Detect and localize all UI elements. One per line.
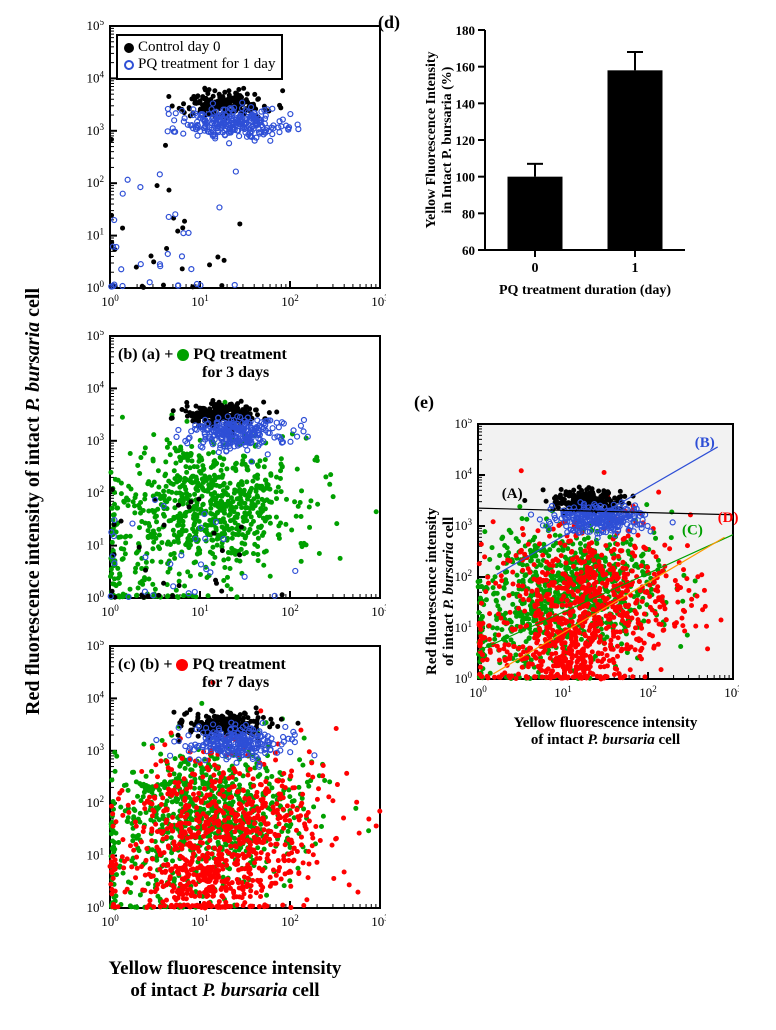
svg-text:101: 101: [191, 603, 209, 619]
svg-text:102: 102: [281, 603, 299, 619]
panel-d: 60 80 100 120 140 160 180 0 1 Yellow Fluorescence…: [420, 20, 745, 320]
left-column-xlabel-line1: Yellow fluorescence intensity: [109, 958, 342, 979]
svg-text:104: 104: [86, 689, 104, 705]
panel-b-inset: (b) (a) + PQ treatment for 3 days: [118, 346, 287, 383]
svg-text:105: 105: [454, 418, 472, 431]
svg-text:0: 0: [532, 261, 539, 276]
svg-text:100: 100: [101, 603, 119, 619]
svg-text:100: 100: [469, 684, 487, 700]
svg-text:Yellow Fluorescence Intensityi: Yellow Fluorescence Intensityin Intact P…: [424, 51, 455, 228]
legend-text-pq1: PQ treatment for 1 day: [138, 56, 275, 73]
svg-text:80: 80: [462, 206, 475, 221]
svg-text:105: 105: [86, 20, 104, 33]
legend-dot-control: [124, 43, 134, 53]
svg-text:100: 100: [101, 293, 119, 309]
figure-page: (d) Red fluorescence intensity of intact…: [0, 0, 776, 1030]
svg-text:101: 101: [86, 227, 104, 243]
panel-b-label: (b): [118, 346, 138, 363]
panel-c-inset-line2: for 7 days: [202, 674, 269, 691]
legend-row-pq1: PQ treatment for 1 day: [124, 56, 275, 73]
svg-text:103: 103: [86, 122, 104, 138]
svg-text:102: 102: [86, 174, 104, 190]
svg-text:100: 100: [86, 589, 104, 605]
svg-text:60: 60: [462, 243, 475, 258]
left-column-ylabel-text: Red fluorescence intensity of intact P. …: [22, 288, 44, 715]
panel-c-label: (c): [118, 656, 136, 673]
panel-b-inset-line1: PQ treatment: [193, 346, 286, 363]
svg-text:100: 100: [101, 913, 119, 929]
panel-c-inset-dot-icon: [176, 659, 188, 671]
legend-row-control: Control day 0: [124, 39, 275, 56]
panel-e-ylabel: Red fluorescence intensityof intact P. b…: [424, 508, 457, 675]
panel-e-label: (e): [414, 392, 434, 413]
svg-text:103: 103: [371, 293, 386, 309]
svg-text:101: 101: [191, 293, 209, 309]
svg-text:101: 101: [454, 619, 472, 635]
svg-text:PQ treatment duration (day): PQ treatment duration (day): [499, 283, 671, 298]
svg-text:103: 103: [86, 432, 104, 448]
svg-text:102: 102: [639, 684, 657, 700]
svg-text:101: 101: [554, 684, 572, 700]
svg-text:120: 120: [456, 133, 476, 148]
left-column-xlabel-line2: of intact P. bursaria cell: [130, 980, 319, 1001]
svg-text:104: 104: [86, 69, 104, 85]
left-column-xlabel: Yellow fluorescence intensity of intact …: [60, 958, 390, 1002]
svg-text:100: 100: [456, 170, 476, 185]
svg-text:102: 102: [86, 484, 104, 500]
svg-text:102: 102: [281, 293, 299, 309]
panel-a-legend: Control day 0 PQ treatment for 1 day: [116, 34, 283, 80]
panel-e: 100101102103100101102103104105(A)(B)(C)(…: [428, 418, 739, 713]
svg-text:102: 102: [454, 568, 472, 584]
svg-text:103: 103: [371, 913, 386, 929]
panel-c-prefix: (b) +: [140, 656, 177, 673]
svg-text:101: 101: [86, 847, 104, 863]
svg-text:101: 101: [191, 913, 209, 929]
svg-text:140: 140: [456, 96, 476, 111]
svg-text:102: 102: [281, 913, 299, 929]
svg-text:180: 180: [456, 23, 476, 38]
legend-dot-pq1: [124, 60, 134, 70]
svg-text:103: 103: [454, 517, 472, 533]
svg-text:102: 102: [86, 794, 104, 810]
svg-text:103: 103: [724, 684, 739, 700]
svg-text:105: 105: [86, 640, 104, 653]
left-column-ylabel: Red fluorescence intensity of intact P. …: [22, 288, 45, 715]
panel-c-inset-line1: PQ treatment: [192, 656, 285, 673]
panel-b-prefix: (a) +: [142, 346, 178, 363]
svg-text:101: 101: [86, 537, 104, 553]
svg-text:1: 1: [632, 261, 639, 276]
panel-c-inset: (c) (b) + PQ treatment for 7 days: [118, 656, 286, 693]
legend-text-control: Control day 0: [138, 39, 221, 56]
svg-text:100: 100: [86, 899, 104, 915]
svg-text:103: 103: [371, 603, 386, 619]
panel-b-inset-line2: for 3 days: [202, 364, 269, 381]
svg-text:103: 103: [86, 742, 104, 758]
svg-text:100: 100: [86, 279, 104, 295]
svg-text:105: 105: [86, 330, 104, 343]
panel-b-inset-dot-icon: [177, 349, 189, 361]
svg-text:104: 104: [86, 379, 104, 395]
svg-text:104: 104: [454, 466, 472, 482]
svg-text:160: 160: [456, 60, 476, 75]
panel-e-xlabel: Yellow fluorescence intensityof intact P…: [478, 715, 733, 749]
svg-text:100: 100: [454, 670, 472, 686]
